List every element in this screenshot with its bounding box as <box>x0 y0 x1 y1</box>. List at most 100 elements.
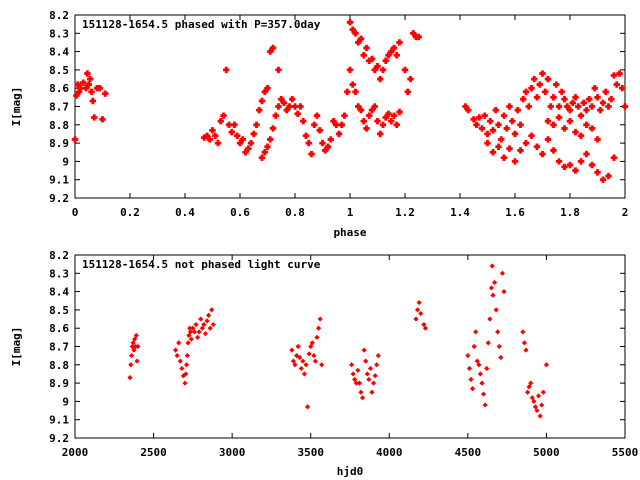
data-point <box>555 158 563 165</box>
data-point <box>74 81 81 88</box>
data-point <box>324 143 332 150</box>
data-point <box>489 149 497 156</box>
data-point <box>317 316 323 322</box>
data-point <box>129 343 135 350</box>
data-point <box>540 389 546 395</box>
chart-panel-phased: 0 0.2 0.4 0.6 0.8 1 1.2 1.4 1.6 1.8 2 8.2 8.3 8.4 8.5 8… <box>10 9 628 239</box>
data-point <box>301 371 308 377</box>
data-point <box>572 128 579 136</box>
data-point <box>575 103 582 110</box>
y-tick-label: 8.7 <box>49 341 69 354</box>
data-point <box>297 103 304 110</box>
data-point <box>517 147 524 154</box>
data-point <box>280 99 288 107</box>
data-point <box>521 340 528 346</box>
y-tick-label: 8.5 <box>49 64 69 77</box>
y-tick-label: 8.9 <box>49 137 69 150</box>
x-tick-label: 2000 <box>62 446 89 459</box>
data-point <box>488 285 495 291</box>
data-point <box>206 136 213 143</box>
data-point <box>489 127 497 134</box>
data-point <box>176 340 182 346</box>
data-point <box>88 88 95 96</box>
data-point <box>473 121 480 128</box>
data-point <box>588 161 596 169</box>
data-point <box>368 106 376 114</box>
data-point <box>187 325 193 331</box>
data-point <box>608 95 615 103</box>
data-point <box>517 121 524 128</box>
data-point <box>356 380 363 386</box>
data-point <box>344 88 351 96</box>
data-point <box>91 114 98 121</box>
data-point <box>539 70 546 77</box>
data-point <box>369 389 375 395</box>
data-point <box>348 362 355 368</box>
data-point <box>591 85 598 92</box>
data-point <box>374 117 381 125</box>
data-point <box>292 362 298 368</box>
data-point <box>305 139 312 147</box>
data-point <box>476 114 483 121</box>
data-point <box>272 112 279 119</box>
y-tick-label: 8.9 <box>49 377 69 390</box>
y-tick-label: 8.8 <box>49 119 69 132</box>
x-tick-label: 0.2 <box>120 206 140 219</box>
data-point <box>102 90 109 97</box>
data-point <box>338 121 345 128</box>
data-point <box>333 121 340 128</box>
data-point <box>128 353 135 359</box>
data-point <box>511 158 519 165</box>
data-point <box>382 57 389 64</box>
data-point <box>367 365 374 372</box>
data-point <box>360 52 367 59</box>
data-point <box>572 167 579 174</box>
data-point <box>75 88 83 96</box>
data-point <box>547 103 554 110</box>
data-point <box>487 117 494 125</box>
data-point <box>306 351 312 357</box>
data-point <box>261 88 268 96</box>
x-tick-label: 1.8 <box>560 206 580 219</box>
x-tick-label: 5500 <box>612 446 639 459</box>
y-axis-label: I[mag] <box>10 87 23 127</box>
data-point <box>473 329 479 335</box>
data-point <box>308 343 314 350</box>
data-point <box>616 70 623 77</box>
data-point <box>319 362 325 368</box>
data-point <box>269 125 277 132</box>
data-point <box>468 376 474 383</box>
data-point <box>533 94 541 101</box>
y-tick-label: 8.5 <box>49 304 69 317</box>
data-point <box>415 33 422 41</box>
data-point <box>577 112 585 119</box>
data-point <box>180 373 187 379</box>
data-point <box>217 117 224 125</box>
data-point <box>212 132 219 139</box>
x-tick-label: 2 <box>622 206 629 219</box>
data-point <box>605 172 612 180</box>
data-point <box>476 362 482 368</box>
data-point <box>550 121 557 128</box>
data-point <box>413 316 419 322</box>
data-point <box>196 329 202 335</box>
data-point <box>621 103 629 110</box>
data-point <box>316 127 323 134</box>
data-point <box>421 321 427 328</box>
data-point <box>594 136 601 143</box>
data-point <box>359 395 366 401</box>
data-point <box>499 270 506 276</box>
data-point <box>220 112 227 119</box>
data-point <box>132 336 138 342</box>
data-point <box>569 99 576 107</box>
data-point <box>191 329 198 335</box>
data-point <box>375 353 381 359</box>
y-axis-label: I[mag] <box>10 327 23 367</box>
data-point <box>506 103 513 110</box>
data-point <box>355 367 361 373</box>
data-point <box>583 106 590 114</box>
data-point <box>319 139 326 147</box>
data-point <box>511 130 519 138</box>
data-point <box>84 70 91 77</box>
data-point <box>479 380 485 386</box>
